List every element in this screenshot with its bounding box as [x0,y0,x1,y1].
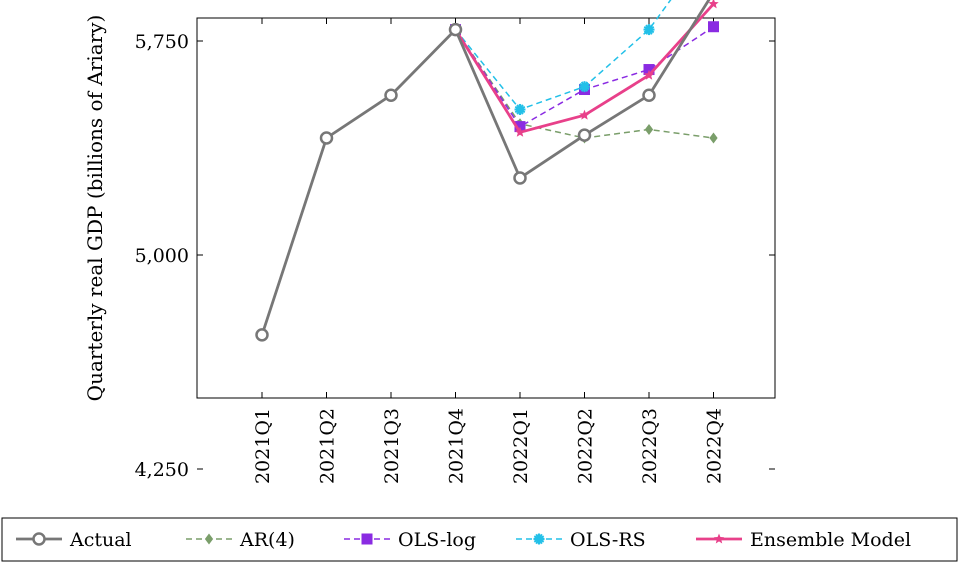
data-point-ar-4 [709,132,718,144]
series-ols-rs [450,0,672,115]
x-tick-label: 2022Q3 [639,408,661,484]
legend-marker-ols-rs [533,533,545,545]
data-point-ensemble-model [514,126,526,137]
data-point-ensemble-model [643,69,655,80]
legend-box [1,517,958,562]
legend: Actual AR(4) OLS-log OLS-RS Ensemble Model [1,517,958,562]
legend-item-actual: Actual [16,529,132,551]
data-point-actual [448,22,463,37]
x-axis: 2021Q1 2021Q2 2021Q3 2021Q4 2022Q1 2022Q2 2022… [252,18,726,484]
x-tick-label: 2022Q1 [510,408,532,484]
data-point-ensemble-model [708,0,719,9]
y-tick-label: 5,000 [135,245,189,267]
legend-item-ar-4: AR(4) [186,529,295,551]
data-point-actual [384,88,398,102]
legend-label-ensemble-model: Ensemble Model [750,529,911,551]
data-point-actual [255,328,269,342]
marker-spoke [643,25,655,34]
data-point-actual [577,128,592,142]
legend-item-ensemble-model: Ensemble Model [696,529,911,551]
series-line-actual [260,0,711,336]
data-point-ols-rs [514,103,526,115]
plot-frame [196,17,776,399]
series-layer [255,0,719,342]
legend-marker-ar-4 [204,533,214,545]
legend-label-ar-4: AR(4) [239,529,295,551]
legend-label-ols-rs: OLS-RS [570,529,646,551]
data-point-ols-rs [643,24,655,36]
x-tick-label: 2021Q1 [252,408,274,484]
legend-marker-ensemble-model [713,533,725,544]
x-tick-label: 2021Q2 [317,408,339,484]
data-point-ensemble-model [579,109,590,120]
data-point-actual [319,131,334,145]
legend-label-ols-log: OLS-log [398,529,476,551]
x-tick-label: 2021Q3 [381,408,403,484]
data-point-ols-log [514,121,526,133]
y-axis-title: Quarterly real GDP (billions of Ariary) [83,15,107,402]
legend-marker-actual [32,532,46,546]
data-point-actual [642,88,656,102]
marker-spoke [514,105,526,114]
legend-item-ols-log: OLS-log [344,529,476,551]
legend-label-actual: Actual [69,529,132,551]
legend-item-ols-rs: OLS-RS [516,529,646,551]
series-actual [255,0,711,342]
plot-area [196,17,776,399]
data-point-ols-log [643,64,655,76]
legend-marker-ols-log [361,533,373,545]
marker-spoke [579,83,590,91]
data-point-actual [513,171,527,185]
data-point-ols-log [708,21,719,33]
y-tick-label: 5,750 [135,31,189,53]
x-tick-label: 2021Q4 [446,408,468,484]
x-tick-label: 2022Q2 [575,408,597,484]
y-tick-label: 4,250 [135,459,189,481]
data-point-ar-4 [644,123,654,135]
x-tick-label: 2022Q4 [704,408,726,484]
marker-spoke [533,535,545,543]
data-point-ols-rs [579,81,590,93]
